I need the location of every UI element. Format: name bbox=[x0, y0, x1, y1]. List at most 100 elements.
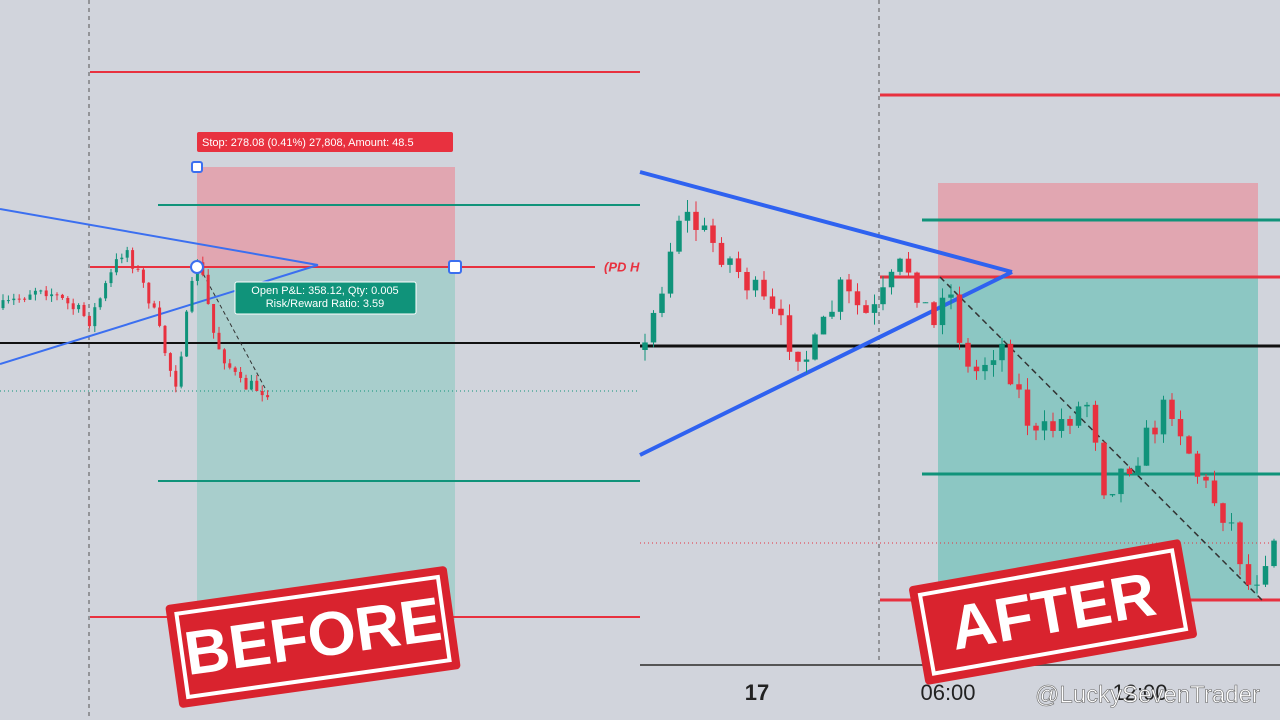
candle bbox=[1152, 427, 1158, 435]
candle bbox=[1160, 399, 1167, 435]
candle bbox=[871, 304, 878, 313]
candle bbox=[141, 269, 145, 283]
candle bbox=[761, 279, 767, 297]
candles bbox=[642, 200, 1277, 594]
stop-badge bbox=[197, 132, 453, 152]
candle bbox=[999, 343, 1005, 361]
candle bbox=[1143, 427, 1150, 466]
candle bbox=[1203, 476, 1209, 481]
handle[interactable] bbox=[191, 161, 203, 173]
candle bbox=[1101, 442, 1107, 496]
trend-line bbox=[0, 208, 319, 266]
candle bbox=[152, 303, 156, 308]
candle bbox=[82, 304, 86, 316]
candle bbox=[778, 308, 784, 316]
candle bbox=[642, 342, 648, 350]
candle bbox=[1245, 564, 1252, 585]
candle bbox=[922, 302, 929, 304]
candle bbox=[1067, 419, 1073, 426]
rr-label: Risk/Reward Ratio: 3.59 bbox=[266, 298, 385, 310]
candle bbox=[735, 258, 742, 272]
candle bbox=[1118, 468, 1124, 495]
candle bbox=[931, 302, 937, 326]
candle bbox=[120, 257, 124, 260]
candle bbox=[914, 272, 920, 303]
right-panel: 17 06:00 12:00 @LuckySevenTrader bbox=[639, 0, 1280, 709]
candle bbox=[217, 332, 221, 350]
candle bbox=[244, 377, 248, 390]
projection bbox=[199, 267, 266, 389]
candle bbox=[114, 259, 118, 273]
candle bbox=[684, 211, 691, 221]
candle bbox=[948, 294, 954, 298]
candle bbox=[71, 303, 75, 310]
candle bbox=[854, 291, 861, 306]
candle bbox=[710, 225, 716, 243]
candle bbox=[44, 290, 48, 297]
trend-line bbox=[639, 270, 1013, 457]
candle bbox=[1126, 468, 1133, 474]
candle bbox=[1177, 418, 1184, 437]
time-label: 17 bbox=[745, 680, 769, 705]
candle bbox=[233, 367, 237, 372]
stop-zone bbox=[938, 183, 1258, 277]
before-stamp: BEFORE bbox=[165, 566, 461, 708]
candle bbox=[190, 280, 194, 312]
candle bbox=[174, 370, 178, 387]
candle bbox=[1109, 494, 1116, 496]
candle bbox=[66, 297, 70, 304]
candle bbox=[829, 311, 835, 317]
candle bbox=[693, 211, 699, 230]
candle bbox=[104, 283, 108, 299]
candle bbox=[163, 325, 167, 354]
candle bbox=[136, 268, 140, 270]
candle bbox=[6, 300, 10, 302]
stamp-frame bbox=[909, 539, 1197, 685]
candle bbox=[905, 258, 912, 273]
candle bbox=[77, 304, 81, 310]
candle bbox=[212, 303, 216, 333]
candle bbox=[1237, 522, 1243, 565]
candle bbox=[1084, 404, 1090, 407]
candle bbox=[93, 307, 97, 327]
candle bbox=[1041, 421, 1048, 431]
after-stamp: AFTER bbox=[909, 539, 1197, 685]
candle bbox=[1007, 343, 1014, 385]
candle bbox=[795, 351, 801, 362]
candle bbox=[12, 298, 16, 301]
candle bbox=[266, 395, 270, 398]
candle bbox=[255, 380, 259, 392]
candle bbox=[701, 225, 708, 230]
candle bbox=[863, 305, 869, 313]
candle bbox=[1194, 453, 1201, 477]
candle bbox=[28, 294, 32, 300]
handle[interactable] bbox=[190, 260, 204, 274]
candle bbox=[60, 294, 64, 298]
candle bbox=[87, 315, 91, 327]
handle[interactable] bbox=[448, 260, 462, 274]
projection bbox=[939, 276, 1263, 601]
pnl-label: Open P&L: 358.12, Qty: 0.005 bbox=[251, 285, 398, 297]
candle bbox=[98, 298, 102, 308]
candle bbox=[820, 316, 827, 335]
watermark: @LuckySevenTrader bbox=[1035, 681, 1260, 708]
stop-label: Stop: 278.08 (0.41%) 27,808, Amount: 48.… bbox=[202, 137, 414, 149]
candle bbox=[1135, 465, 1141, 474]
candle bbox=[249, 380, 253, 390]
stamp-border bbox=[917, 548, 1189, 676]
candle bbox=[982, 364, 988, 372]
candle bbox=[179, 356, 183, 387]
candle bbox=[147, 282, 151, 304]
candle bbox=[718, 242, 725, 265]
candle bbox=[1228, 522, 1235, 524]
candle bbox=[1024, 389, 1031, 426]
candle bbox=[1169, 399, 1175, 419]
level-label: (PD H bbox=[604, 259, 640, 274]
candle bbox=[888, 271, 895, 288]
candle bbox=[23, 298, 27, 300]
candle bbox=[973, 366, 980, 372]
candle bbox=[897, 258, 903, 272]
candle bbox=[1254, 584, 1260, 586]
candle bbox=[228, 363, 232, 368]
